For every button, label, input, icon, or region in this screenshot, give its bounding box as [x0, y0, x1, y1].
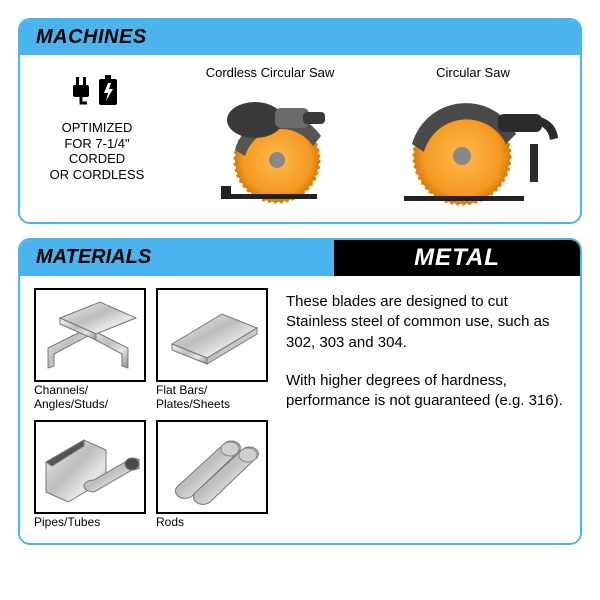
material-item: Rods — [156, 420, 268, 530]
material-thumbnail — [156, 420, 268, 514]
material-label: Pipes/Tubes — [34, 516, 146, 530]
material-item: Pipes/Tubes — [34, 420, 146, 530]
saw-image — [180, 86, 360, 206]
materials-body: Channels/Angles/Studs/ Flat Bars/Plates/… — [20, 276, 580, 543]
desc-paragraph: These blades are designed to cut Stainle… — [286, 292, 566, 353]
optimized-column: OPTIMIZEDFOR 7-1/4"CORDEDOR CORDLESS — [32, 65, 162, 182]
material-thumbnail — [34, 420, 146, 514]
machines-body: OPTIMIZEDFOR 7-1/4"CORDEDOR CORDLESS Cor… — [20, 55, 580, 222]
material-item: Channels/Angles/Studs/ — [34, 288, 146, 412]
saw-corded: Circular Saw — [378, 65, 568, 206]
materials-description: These blades are designed to cut Stainle… — [286, 288, 566, 529]
optimized-text: OPTIMIZEDFOR 7-1/4"CORDEDOR CORDLESS — [32, 120, 162, 182]
machines-panel: MACHINES — [18, 18, 582, 224]
material-label: Channels/Angles/Studs/ — [34, 384, 146, 412]
materials-grid: Channels/Angles/Studs/ Flat Bars/Plates/… — [34, 288, 268, 529]
materials-title: MATERIALS — [20, 240, 334, 276]
materials-panel: MATERIALS METAL Channels/Angles/Studs/ F… — [18, 238, 582, 545]
power-icon — [69, 96, 125, 113]
saw-label: Cordless Circular Saw — [180, 65, 360, 80]
material-label: Flat Bars/Plates/Sheets — [156, 384, 268, 412]
material-thumbnail — [34, 288, 146, 382]
materials-category: METAL — [334, 240, 580, 276]
desc-paragraph: With higher degrees of hardness, perform… — [286, 371, 566, 412]
materials-header: MATERIALS METAL — [20, 240, 580, 276]
material-thumbnail — [156, 288, 268, 382]
material-label: Rods — [156, 516, 268, 530]
machines-title: MACHINES — [20, 20, 580, 55]
material-item: Flat Bars/Plates/Sheets — [156, 288, 268, 412]
saw-image — [378, 86, 568, 206]
saw-label: Circular Saw — [378, 65, 568, 80]
saw-cordless: Cordless Circular Saw — [180, 65, 360, 206]
